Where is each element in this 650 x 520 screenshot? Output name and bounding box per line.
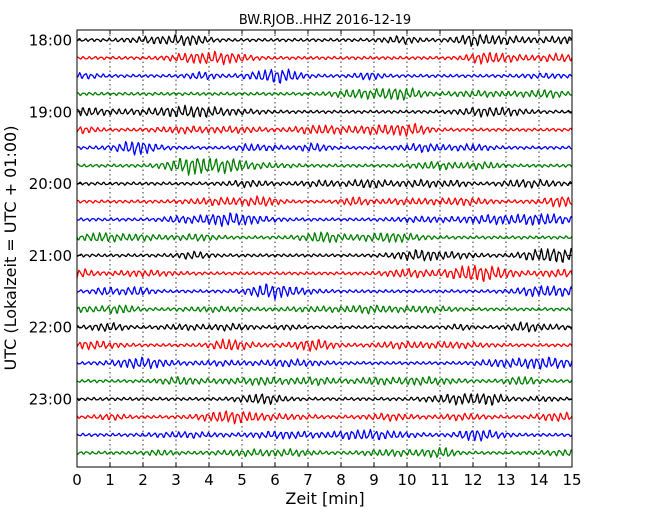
- seismic-traces: [76, 34, 573, 458]
- trace-2130: [76, 283, 573, 300]
- x-tick-label-3: 3: [171, 471, 181, 489]
- x-tick-label-4: 4: [204, 471, 214, 489]
- x-tick-label-7: 7: [303, 471, 313, 489]
- trace-1945: [76, 157, 573, 176]
- trace-2345: [76, 447, 573, 458]
- grid-lines: [109, 30, 540, 467]
- trace-1830: [76, 68, 573, 84]
- x-tick-label-8: 8: [336, 471, 346, 489]
- y-tick-label-2: 20:00: [29, 175, 72, 193]
- trace-2015: [76, 195, 573, 208]
- x-axis-label: Zeit [min]: [285, 489, 364, 508]
- x-axis-ticks: 0 1 2 3 4 5 6 7 8 9 10 11 12 13 14 15: [72, 30, 582, 489]
- trace-2145: [76, 304, 573, 315]
- x-tick-label-10: 10: [397, 471, 416, 489]
- x-tick-label-2: 2: [138, 471, 148, 489]
- trace-1930: [76, 140, 573, 156]
- trace-2230: [76, 356, 573, 370]
- trace-2245: [76, 375, 573, 387]
- y-axis-ticks: 18:00 19:00 20:00 21:00 22:00 23:00: [29, 32, 572, 409]
- trace-2115: [76, 264, 573, 283]
- trace-2315: [76, 410, 573, 425]
- x-tick-label-1: 1: [105, 471, 115, 489]
- trace-2030: [76, 212, 573, 228]
- y-tick-label-5: 23:00: [29, 391, 72, 409]
- x-tick-label-0: 0: [72, 471, 82, 489]
- x-tick-label-12: 12: [463, 471, 482, 489]
- trace-1800: [76, 34, 573, 47]
- trace-2300: [76, 393, 573, 406]
- y-tick-label-1: 19:00: [29, 103, 72, 121]
- trace-2100: [76, 247, 573, 263]
- x-tick-label-14: 14: [529, 471, 548, 489]
- y-axis-label: UTC (Lokalzeit = UTC + 01:00): [1, 126, 20, 371]
- trace-2200: [76, 321, 573, 333]
- x-tick-label-6: 6: [270, 471, 280, 489]
- y-tick-label-4: 22:00: [29, 319, 72, 337]
- x-tick-label-9: 9: [369, 471, 379, 489]
- y-tick-label-0: 18:00: [29, 32, 72, 50]
- y-tick-label-3: 21:00: [29, 247, 72, 265]
- x-tick-label-13: 13: [496, 471, 515, 489]
- trace-2215: [76, 338, 573, 352]
- trace-1915: [76, 122, 573, 137]
- trace-1845: [76, 87, 573, 101]
- trace-2330: [76, 428, 573, 442]
- trace-2000: [76, 178, 573, 189]
- x-tick-label-5: 5: [237, 471, 247, 489]
- trace-2045: [76, 231, 573, 244]
- chart-title: BW.RJOB..HHZ 2016-12-19: [239, 13, 411, 28]
- x-tick-label-15: 15: [562, 471, 581, 489]
- x-tick-label-11: 11: [430, 471, 449, 489]
- trace-1815: [76, 50, 573, 66]
- plot-frame: [76, 29, 573, 468]
- trace-1900: [76, 104, 573, 118]
